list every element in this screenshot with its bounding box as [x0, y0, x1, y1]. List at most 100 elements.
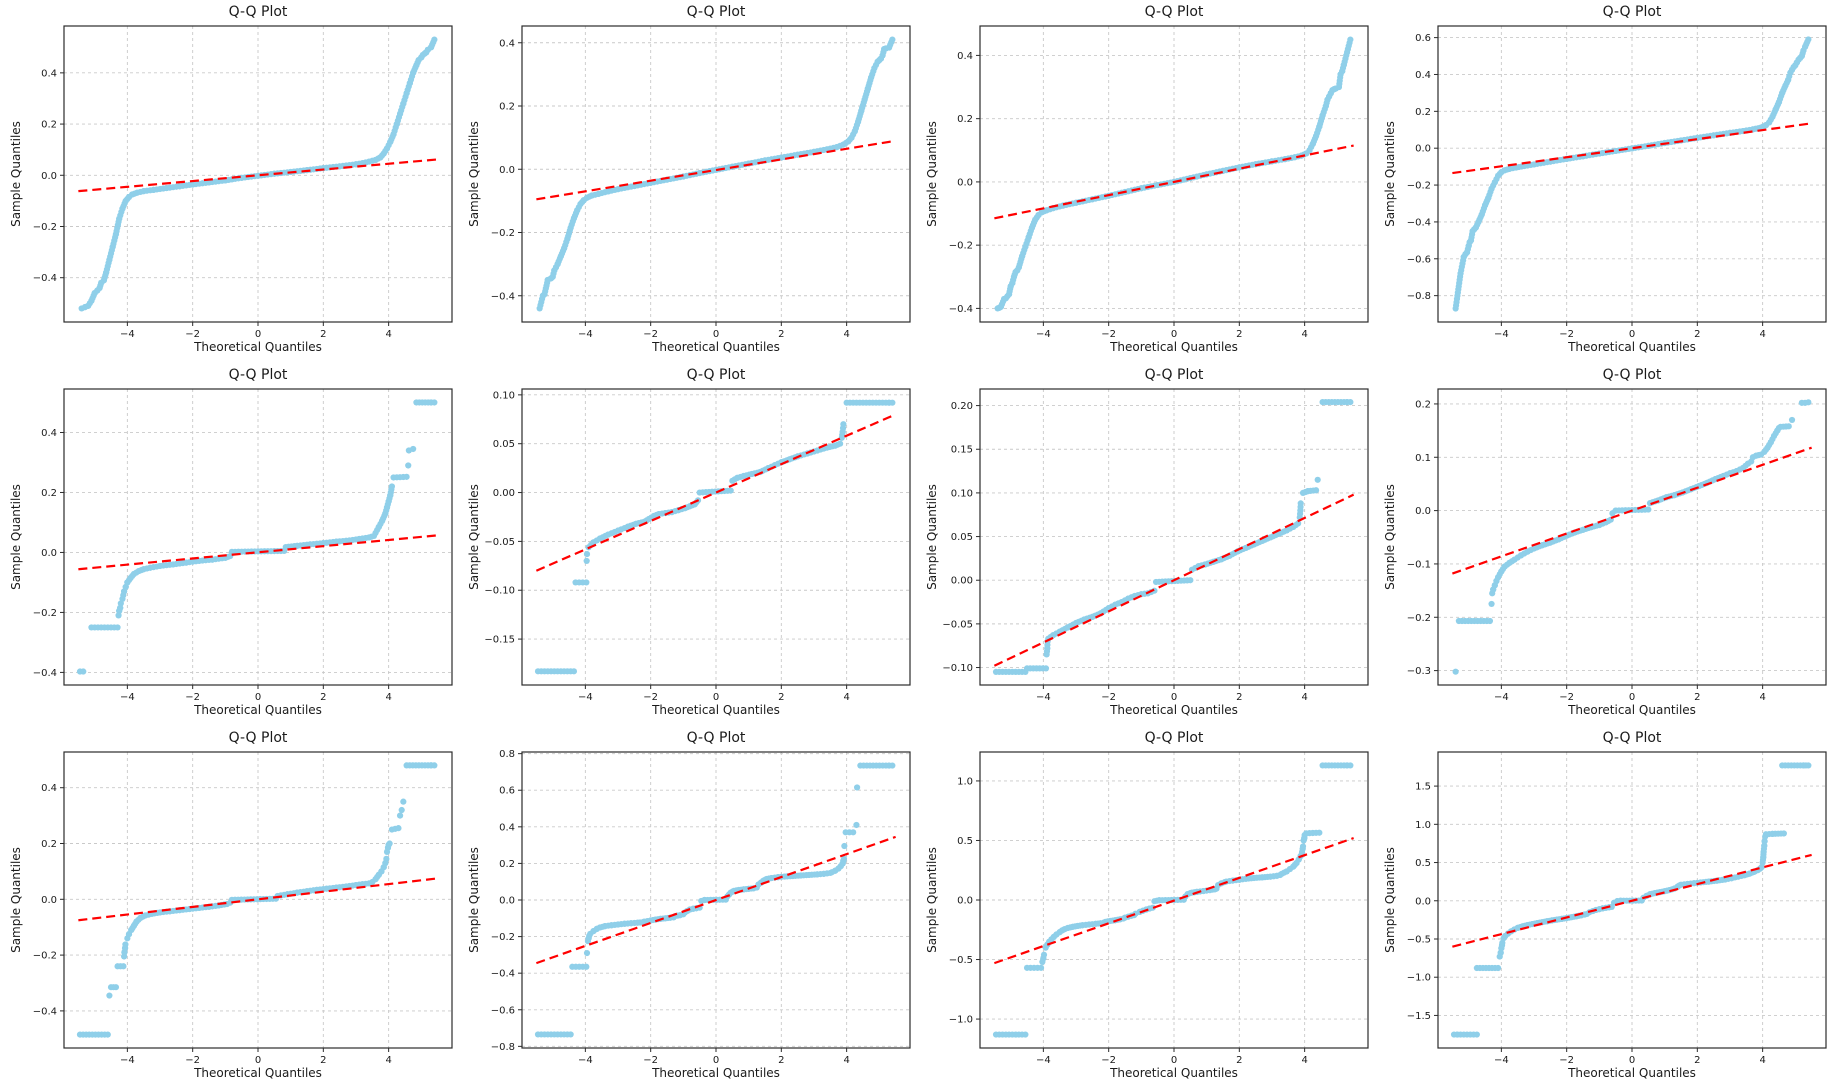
- svg-text:−0.4: −0.4: [949, 304, 973, 315]
- svg-text:0.2: 0.2: [499, 859, 515, 870]
- plot-canvas: −4 −2 0 2 4 −1.0 −0.5 0.0 0.5 1.0: [949, 751, 1369, 1066]
- svg-text:2: 2: [1694, 1055, 1700, 1066]
- svg-text:2: 2: [778, 329, 784, 340]
- svg-text:−0.4: −0.4: [33, 668, 57, 679]
- svg-text:−4: −4: [1494, 692, 1509, 703]
- svg-text:0.2: 0.2: [1415, 107, 1431, 118]
- y-axis-label: Sample Quantiles: [925, 847, 939, 953]
- x-axis-label: Theoretical Quantiles: [652, 340, 780, 354]
- svg-text:0.0: 0.0: [957, 177, 973, 188]
- svg-text:4: 4: [843, 692, 849, 703]
- svg-text:−1.0: −1.0: [949, 1015, 973, 1026]
- svg-text:4: 4: [385, 329, 391, 340]
- svg-text:4: 4: [1759, 329, 1765, 340]
- svg-text:−0.4: −0.4: [491, 291, 515, 302]
- svg-text:2: 2: [778, 1055, 784, 1066]
- svg-text:0.2: 0.2: [957, 114, 973, 125]
- svg-text:0.4: 0.4: [1415, 70, 1431, 81]
- svg-text:4: 4: [843, 329, 849, 340]
- svg-text:2: 2: [1236, 1055, 1242, 1066]
- svg-text:1.0: 1.0: [1415, 820, 1431, 831]
- plot-title: Q-Q Plot: [1602, 367, 1662, 383]
- svg-text:−4: −4: [578, 329, 593, 340]
- y-axis-label: Sample Quantiles: [1383, 484, 1397, 590]
- svg-text:4: 4: [1759, 692, 1765, 703]
- svg-text:0.8: 0.8: [499, 749, 515, 760]
- plot-title: Q-Q Plot: [1602, 730, 1662, 746]
- svg-text:0: 0: [713, 329, 719, 340]
- plot-title: Q-Q Plot: [1144, 367, 1204, 383]
- plot-title: Q-Q Plot: [228, 367, 288, 383]
- plot-title: Q-Q Plot: [228, 730, 288, 746]
- svg-text:2: 2: [1694, 692, 1700, 703]
- svg-text:0: 0: [713, 692, 719, 703]
- svg-text:−0.6: −0.6: [1407, 254, 1431, 265]
- svg-text:1.5: 1.5: [1415, 782, 1431, 793]
- x-axis-label: Theoretical Quantiles: [194, 1066, 322, 1080]
- svg-text:−0.2: −0.2: [33, 951, 57, 962]
- svg-text:0.4: 0.4: [957, 51, 973, 62]
- svg-text:−2: −2: [643, 1055, 658, 1066]
- svg-text:4: 4: [843, 1055, 849, 1066]
- svg-text:−4: −4: [1036, 692, 1051, 703]
- svg-text:4: 4: [1301, 329, 1307, 340]
- qq-plot-12: −4 −2 0 2 4 −1.5 −1.0 −0.5 0.0 0.5 1.0 1.5 Q-Q Plot…: [1374, 726, 1832, 1089]
- plot-canvas: −4 −2 0 2 4 −0.8 −0.6 −0.4 −0.2 0.0 0.2 0.4 0.6 0.8: [491, 749, 911, 1066]
- x-axis-label: Theoretical Quantiles: [194, 340, 322, 354]
- svg-text:−0.2: −0.2: [491, 932, 515, 943]
- plot-canvas: −4 −2 0 2 4 −0.4 −0.2 0.0 0.2 0.4: [949, 25, 1369, 340]
- qq-plot-5: −4 −2 0 2 4 −0.4 −0.2 0.0 0.2 0.4 Q-Q Plot Sample…: [0, 363, 458, 726]
- svg-text:2: 2: [320, 1055, 326, 1066]
- svg-text:−4: −4: [120, 329, 135, 340]
- svg-text:−0.2: −0.2: [33, 222, 57, 233]
- svg-text:0.0: 0.0: [957, 896, 973, 907]
- svg-text:0.4: 0.4: [41, 428, 57, 439]
- svg-text:0.10: 0.10: [951, 488, 973, 499]
- plot-canvas: −4 −2 0 2 4 −0.10 −0.05 0.00 0.05 0.10 0.15 0.20: [942, 388, 1369, 703]
- x-axis-label: Theoretical Quantiles: [652, 703, 780, 717]
- svg-text:0: 0: [1629, 329, 1635, 340]
- svg-text:0.2: 0.2: [41, 488, 57, 499]
- svg-text:−0.05: −0.05: [942, 619, 973, 630]
- x-axis-label: Theoretical Quantiles: [1110, 703, 1238, 717]
- x-axis-label: Theoretical Quantiles: [194, 703, 322, 717]
- svg-text:0.0: 0.0: [41, 171, 57, 182]
- svg-text:0.6: 0.6: [1415, 33, 1431, 44]
- svg-text:0.0: 0.0: [1415, 506, 1431, 517]
- svg-text:0.2: 0.2: [41, 120, 57, 131]
- svg-text:4: 4: [1301, 1055, 1307, 1066]
- svg-text:−2: −2: [185, 692, 200, 703]
- svg-text:0.0: 0.0: [499, 165, 515, 176]
- svg-text:−2: −2: [185, 329, 200, 340]
- svg-text:0.00: 0.00: [493, 488, 515, 499]
- svg-text:0.1: 0.1: [1415, 453, 1431, 464]
- x-axis-label: Theoretical Quantiles: [1568, 340, 1696, 354]
- svg-text:2: 2: [320, 692, 326, 703]
- y-axis-label: Sample Quantiles: [467, 484, 481, 590]
- svg-text:−2: −2: [643, 329, 658, 340]
- svg-text:−0.5: −0.5: [949, 955, 973, 966]
- qq-plot-7: −4 −2 0 2 4 −0.10 −0.05 0.00 0.05 0.10 0.15 0.20 Q-…: [916, 363, 1374, 726]
- y-axis-label: Sample Quantiles: [9, 847, 23, 953]
- x-axis-label: Theoretical Quantiles: [1568, 703, 1696, 717]
- svg-text:−2: −2: [1101, 1055, 1116, 1066]
- y-axis-label: Sample Quantiles: [467, 847, 481, 953]
- svg-text:0: 0: [255, 1055, 261, 1066]
- qq-plot-8: −4 −2 0 2 4 −0.3 −0.2 −0.1 0.0 0.1 0.2 Q-Q Plot Sa…: [1374, 363, 1832, 726]
- svg-text:0.0: 0.0: [41, 548, 57, 559]
- svg-text:4: 4: [385, 1055, 391, 1066]
- svg-text:0.05: 0.05: [951, 532, 973, 543]
- svg-text:−4: −4: [120, 692, 135, 703]
- svg-text:−0.4: −0.4: [33, 273, 57, 284]
- plot-canvas: −4 −2 0 2 4 −0.4 −0.2 0.0 0.2 0.4: [33, 25, 453, 340]
- svg-text:−2: −2: [185, 1055, 200, 1066]
- svg-text:0.00: 0.00: [951, 576, 973, 587]
- qq-plot-1: −4 −2 0 2 4 −0.4 −0.2 0.0 0.2 0.4 Q-Q Plot Sample…: [0, 0, 458, 363]
- plot-title: Q-Q Plot: [686, 730, 746, 746]
- plot-canvas: −4 −2 0 2 4 −0.8 −0.6 −0.4 −0.2 0.0 0.2 0.4 0.6: [1407, 25, 1827, 340]
- qq-plot-6: −4 −2 0 2 4 −0.15 −0.10 −0.05 0.00 0.05 0.10 Q-Q P…: [458, 363, 916, 726]
- svg-text:−2: −2: [643, 692, 658, 703]
- y-axis-label: Sample Quantiles: [1383, 847, 1397, 953]
- svg-text:−4: −4: [1494, 1055, 1509, 1066]
- plot-title: Q-Q Plot: [228, 4, 288, 20]
